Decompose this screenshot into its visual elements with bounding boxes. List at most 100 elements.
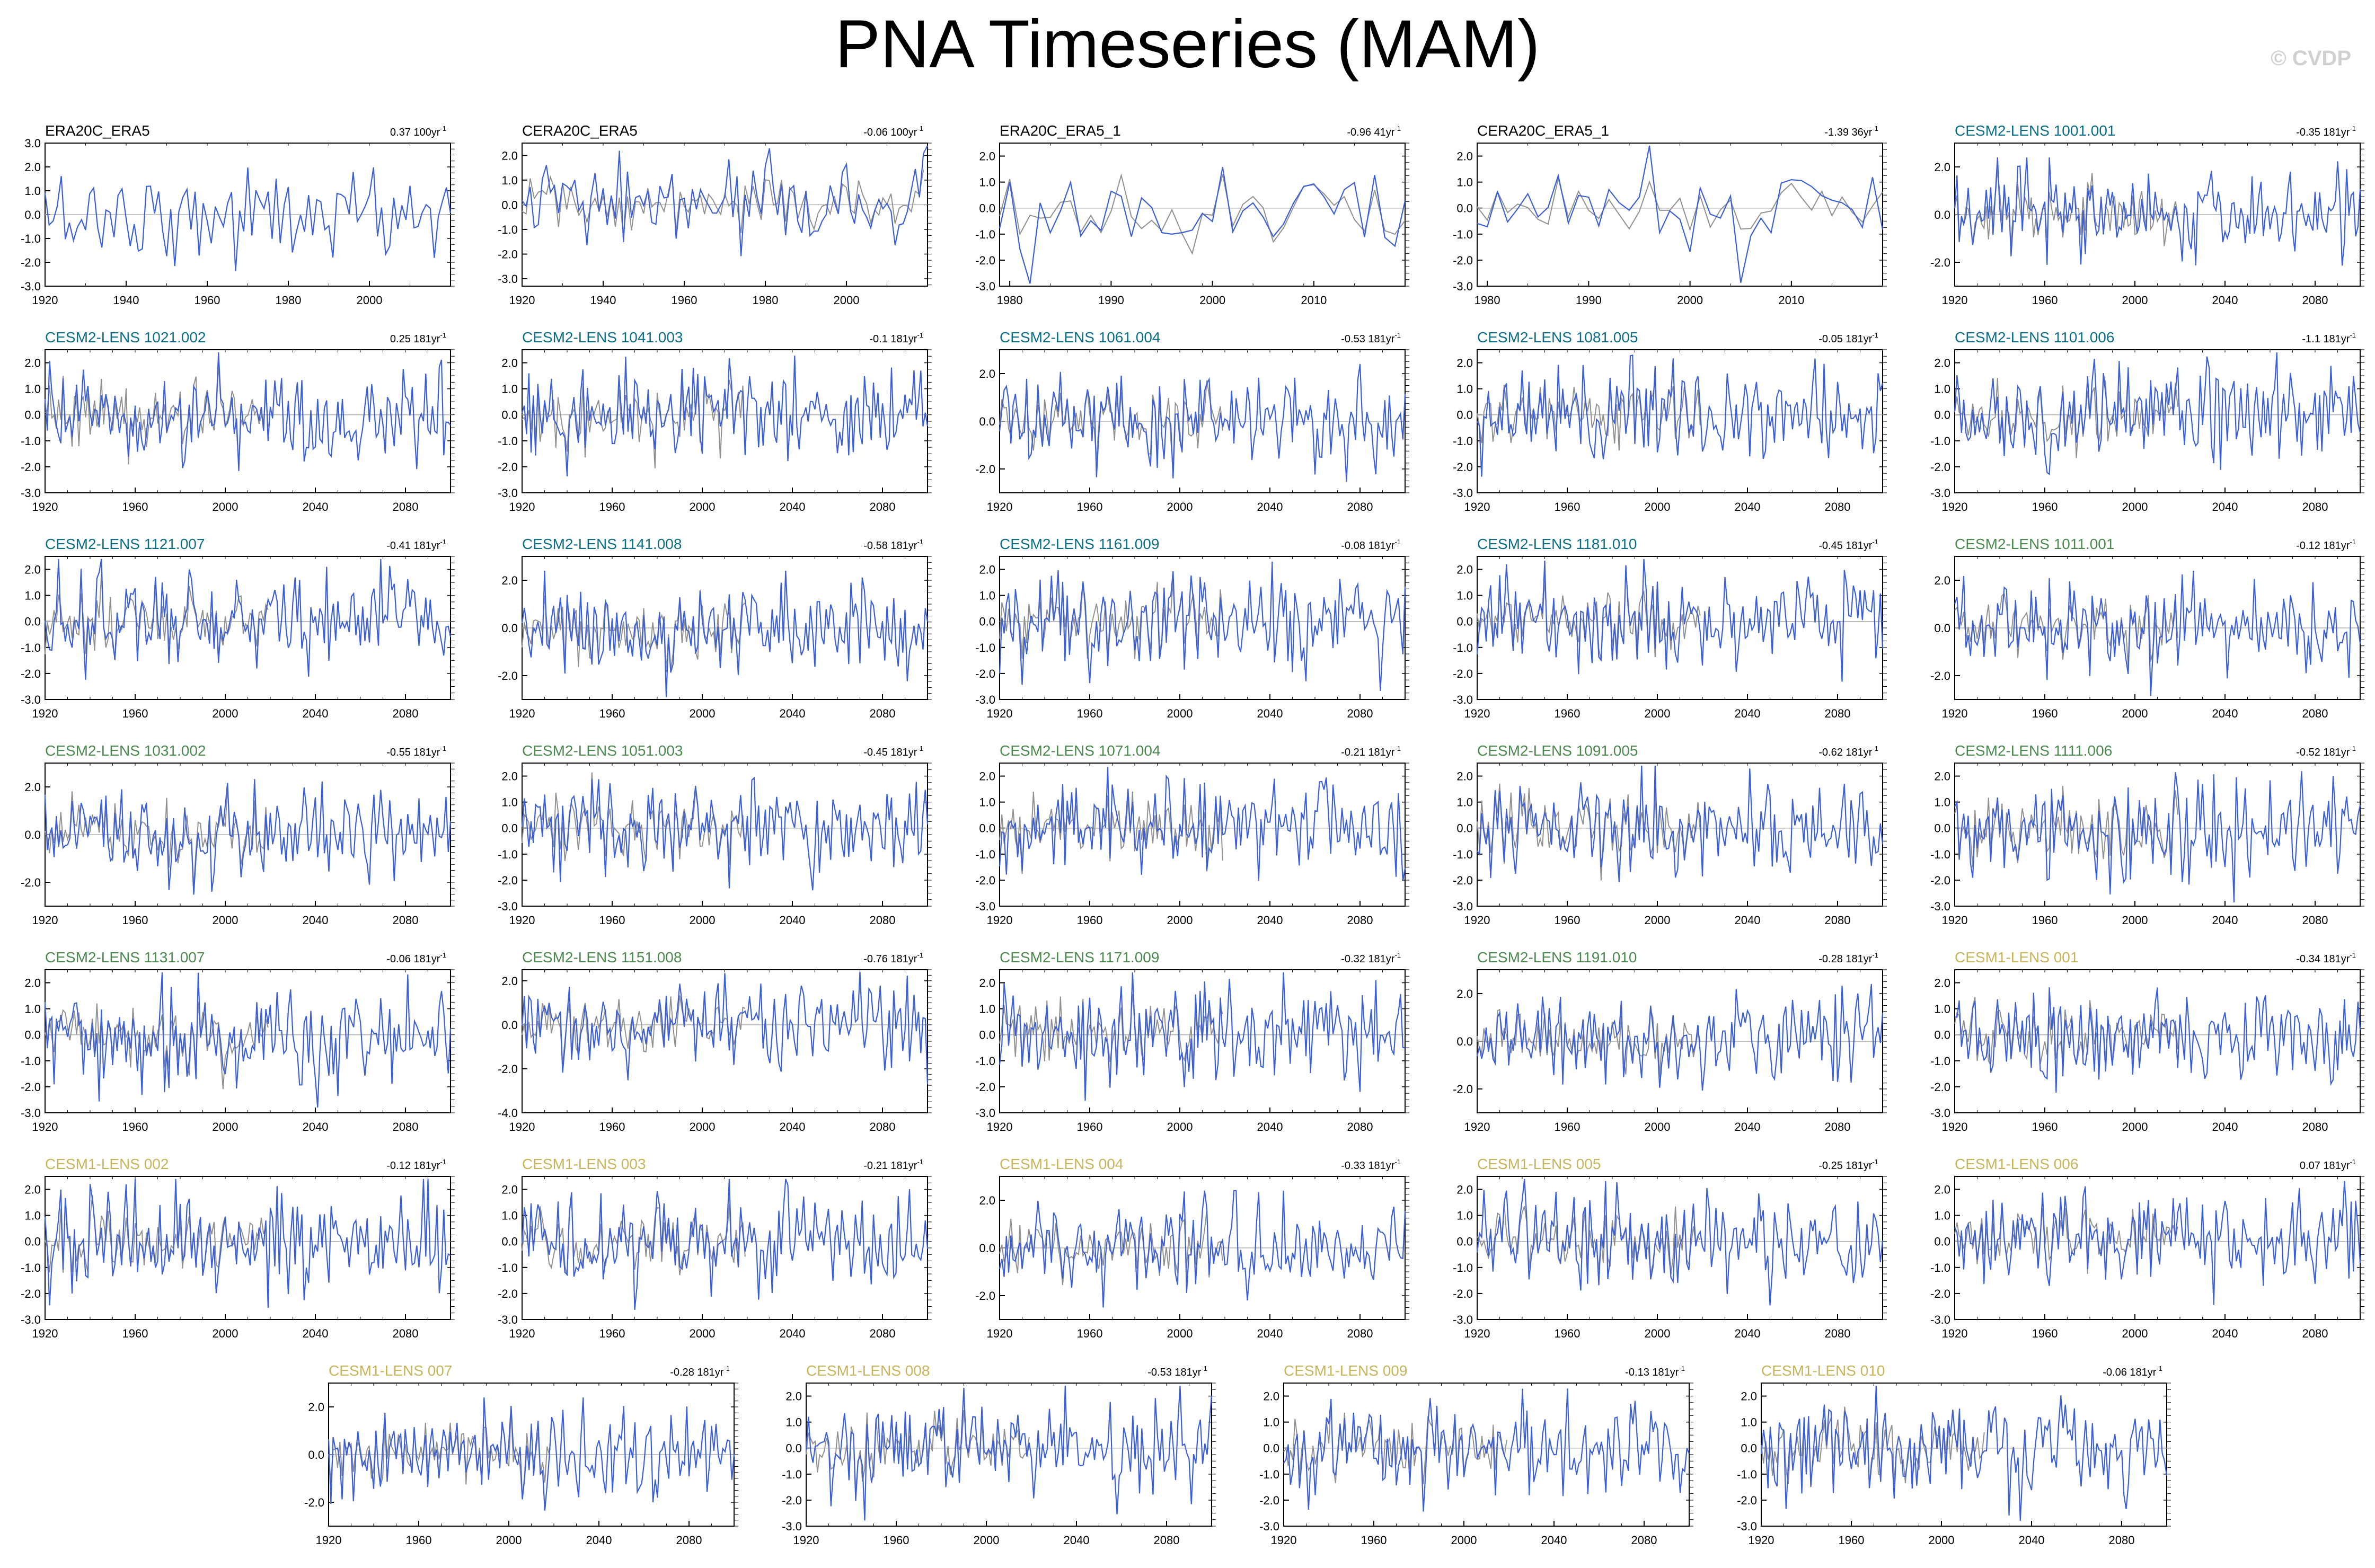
series-line — [1954, 1181, 2361, 1305]
x-tick-label: 2040 — [1541, 1534, 1567, 1547]
x-tick-label: 1920 — [32, 500, 58, 513]
y-tick-label: -1.0 — [1453, 641, 1473, 654]
x-tick-label: 1980 — [997, 294, 1023, 307]
y-tick-label: -2.0 — [1453, 1083, 1473, 1096]
x-tick-label: 2080 — [870, 1327, 896, 1340]
panel-title: CESM2-LENS 1011.001 — [1955, 536, 2114, 552]
panel-trend: -0.06 181yr-1 — [2103, 1365, 2162, 1378]
y-tick-label: 2.0 — [979, 770, 995, 783]
x-tick-label: 1960 — [122, 1327, 148, 1340]
x-tick-label: 2000 — [690, 1120, 716, 1133]
obs-line — [999, 1209, 1223, 1286]
x-tick-label: 2040 — [2212, 914, 2238, 927]
x-tick-label: 1920 — [32, 707, 58, 720]
x-tick-label: 2000 — [2122, 707, 2148, 720]
panel-title: CESM1-LENS 001 — [1955, 949, 2078, 965]
x-tick-label: 1960 — [884, 1534, 910, 1547]
x-tick-label: 1920 — [1464, 707, 1490, 720]
panel-title: CESM1-LENS 004 — [1000, 1156, 1123, 1172]
y-tick-label: -1.0 — [782, 1468, 802, 1481]
y-tick-label: -2.0 — [498, 1062, 518, 1076]
panel: CESM2-LENS 1071.004 -0.21 181yr-1 2.0 1.0 0.… — [975, 742, 1409, 927]
panel-trend: -0.45 181yr-1 — [863, 745, 923, 758]
panel-trend: -0.33 181yr-1 — [1341, 1158, 1401, 1172]
x-tick-label: 1920 — [509, 1327, 535, 1340]
x-tick-label: 2080 — [1825, 707, 1851, 720]
panel-trend: -0.53 181yr-1 — [1147, 1365, 1207, 1378]
x-tick-label: 2000 — [2122, 294, 2148, 307]
y-tick-label: -1.0 — [1930, 435, 1950, 448]
panel: CESM2-LENS 1101.006 -1.1 181yr-1 2.0 1.0 0.0… — [1930, 329, 2364, 513]
x-tick-label: 2040 — [1735, 707, 1761, 720]
y-tick-label: 0.0 — [501, 1235, 518, 1248]
series-line — [999, 972, 1406, 1101]
panel-title: CESM2-LENS 1151.008 — [522, 949, 682, 965]
y-tick-label: 2.0 — [24, 161, 41, 174]
y-tick-label: -1.0 — [498, 848, 518, 861]
y-tick-label: 2.0 — [501, 975, 518, 988]
panel: CESM2-LENS 1021.002 0.25 181yr-1 2.0 1.0 0.0… — [21, 329, 455, 513]
x-tick-label: 1960 — [1555, 1327, 1581, 1340]
x-tick-label: 1940 — [113, 294, 139, 307]
y-tick-label: -1.0 — [1930, 848, 1950, 861]
y-tick-label: 2.0 — [979, 150, 995, 163]
y-tick-label: 0.0 — [1934, 208, 1950, 222]
y-tick-label: -2.0 — [1930, 1080, 1950, 1094]
y-tick-label: 2.0 — [979, 563, 995, 577]
y-tick-label: 1.0 — [979, 796, 995, 809]
obs-line — [1477, 178, 1883, 232]
series-line — [805, 1385, 1213, 1521]
y-tick-label: -2.0 — [975, 463, 995, 476]
y-tick-label: -1.0 — [1453, 228, 1473, 241]
series-line — [521, 972, 929, 1085]
y-tick-label: 1.0 — [24, 383, 41, 396]
y-tick-label: 1.0 — [501, 174, 518, 187]
series-line — [521, 356, 929, 476]
y-tick-label: 1.0 — [501, 1209, 518, 1222]
x-tick-label: 2080 — [1154, 1534, 1180, 1547]
y-tick-label: 0.0 — [979, 1029, 995, 1042]
y-tick-label: -2.0 — [498, 1287, 518, 1300]
x-tick-label: 2080 — [2109, 1534, 2135, 1547]
x-tick-label: 2040 — [303, 1120, 329, 1133]
y-tick-label: 0.0 — [501, 198, 518, 211]
x-tick-label: 2000 — [1645, 1120, 1671, 1133]
x-tick-label: 2000 — [2122, 1120, 2148, 1133]
x-tick-label: 2010 — [1301, 294, 1327, 307]
x-tick-label: 1920 — [316, 1534, 342, 1547]
y-tick-label: 0.0 — [1934, 1235, 1950, 1248]
x-tick-label: 1980 — [1475, 294, 1500, 307]
y-tick-label: 0.0 — [1456, 1035, 1473, 1048]
x-tick-label: 2000 — [1167, 500, 1193, 513]
y-tick-label: -1.0 — [1453, 1261, 1473, 1274]
panel-trend: -0.55 181yr-1 — [386, 745, 446, 758]
y-tick-label: 0.0 — [979, 415, 995, 428]
panel: CESM2-LENS 1161.009 -0.08 181yr-1 2.0 1.0 0.… — [975, 536, 1409, 720]
y-tick-label: -2.0 — [304, 1496, 324, 1509]
x-tick-label: 1960 — [1077, 1120, 1103, 1133]
y-tick-label: -3.0 — [1259, 1520, 1279, 1533]
x-tick-label: 2040 — [1257, 1120, 1283, 1133]
y-tick-label: 0.0 — [1456, 822, 1473, 835]
x-tick-label: 1960 — [2032, 1327, 2058, 1340]
panel-trend: -0.35 181yr-1 — [2296, 125, 2356, 138]
y-tick-label: -1.0 — [1737, 1468, 1757, 1481]
y-tick-label: 2.0 — [979, 1194, 995, 1207]
y-tick-label: -1.0 — [498, 223, 518, 236]
panel: CESM1-LENS 001 -0.34 181yr-1 2.0 1.0 0.0 -1.0… — [1930, 949, 2364, 1133]
y-tick-label: -3.0 — [1737, 1520, 1757, 1533]
y-tick-label: 1.0 — [1456, 589, 1473, 603]
y-tick-label: 0.0 — [1456, 202, 1473, 215]
x-tick-label: 2000 — [1167, 1120, 1193, 1133]
y-tick-label: -3.0 — [1453, 693, 1473, 706]
x-tick-label: 2000 — [690, 707, 716, 720]
y-tick-label: -3.0 — [498, 272, 518, 286]
x-tick-label: 2000 — [1645, 1327, 1671, 1340]
panel: CESM2-LENS 1151.008 -0.76 181yr-1 2.0 0.0 -2… — [498, 949, 932, 1133]
y-tick-label: 2.0 — [1934, 161, 1950, 174]
x-tick-label: 1920 — [1942, 1120, 1968, 1133]
x-tick-label: 2000 — [1167, 1327, 1193, 1340]
series-line — [1283, 1388, 1690, 1512]
x-tick-label: 2080 — [393, 707, 419, 720]
y-tick-label: 1.0 — [785, 1416, 802, 1429]
